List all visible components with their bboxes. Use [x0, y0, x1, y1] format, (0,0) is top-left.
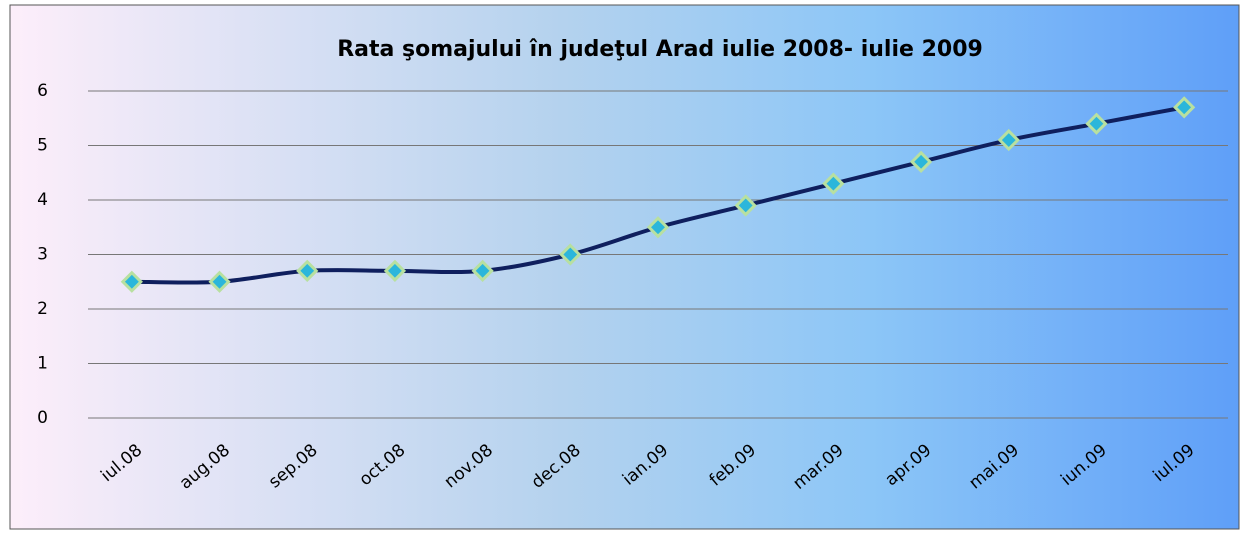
- chart-title: Rata şomajului în judeţul Arad iulie 200…: [337, 37, 983, 62]
- chart-background: [9, 4, 1240, 530]
- marker: [734, 194, 757, 217]
- y-tick-label: 2: [37, 299, 48, 319]
- y-tick-label: 6: [37, 81, 48, 101]
- marker: [471, 259, 494, 282]
- marker: [296, 259, 319, 282]
- marker: [120, 270, 143, 293]
- y-tick-label: 5: [37, 136, 48, 156]
- marker: [1085, 112, 1108, 135]
- marker: [208, 270, 231, 293]
- marker: [559, 243, 582, 266]
- y-tick-label: 4: [37, 190, 48, 210]
- y-tick-label: 0: [37, 408, 48, 428]
- marker: [997, 128, 1020, 152]
- marker: [909, 150, 933, 173]
- marker: [822, 172, 845, 195]
- marker: [646, 216, 670, 239]
- marker: [383, 259, 407, 282]
- y-tick-label: 1: [37, 354, 48, 374]
- marker: [1173, 96, 1196, 119]
- y-tick-label: 3: [37, 245, 48, 265]
